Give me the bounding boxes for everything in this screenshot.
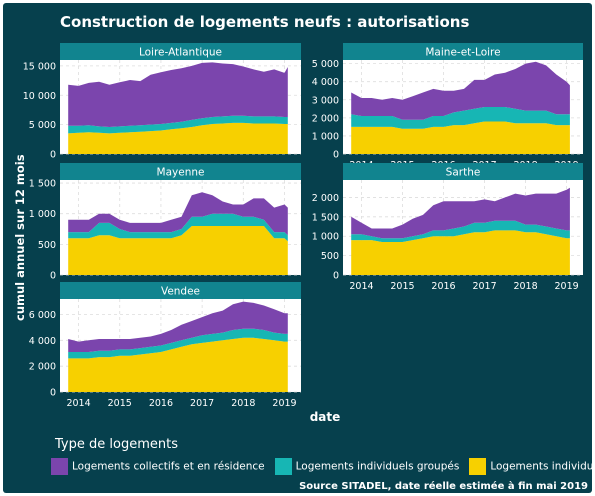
legend-title: Type de logements [55, 437, 178, 452]
strip-label-loire-atlantique: Loire-Atlantique [139, 47, 222, 59]
panel-loire-atlantique: Loire-Atlantique 0 5 000 10 000 15 000 [23, 43, 301, 161]
x-tick-label: 2015 [390, 281, 414, 292]
x-tick-label: 2019 [272, 398, 296, 409]
y-tick-label: 0 [333, 271, 339, 282]
strip-mayenne [60, 163, 301, 180]
y-tick-label: 5 000 [312, 59, 339, 70]
x-tick-label: 2017 [472, 281, 496, 292]
y-tick-label: 1 000 [312, 232, 339, 243]
strip-label-vendee: Vendee [161, 286, 200, 298]
strip-maine-et-loire [343, 43, 583, 60]
x-tick-label: 2018 [513, 281, 537, 292]
legend-swatch-groupes [274, 458, 292, 475]
y-tick-label: 3 000 [312, 95, 339, 106]
legend-label-groupes: Logements individuels groupés [295, 460, 460, 473]
y-tick-label: 0 [50, 388, 56, 399]
legend-item-collectifs: Logements collectifs et en résidence [51, 458, 265, 475]
strip-label-mayenne: Mayenne [157, 167, 205, 179]
y-tick-label: 0 [333, 150, 339, 161]
legend-label-collectifs: Logements collectifs et en résidence [72, 460, 265, 473]
facet-plot: Loire-Atlantique 0 5 000 10 000 15 000 Maine-… [23, 43, 583, 424]
strip-label-sarthe: Sarthe [446, 167, 481, 179]
y-tick-label: 5 000 [29, 120, 56, 131]
y-tick-label: 1 500 [312, 212, 339, 223]
strip-sarthe [343, 163, 583, 180]
x-tick-label: 2015 [108, 398, 132, 409]
y-tick-label: 2 000 [312, 193, 339, 204]
chart-title: Construction de logements neufs : autori… [60, 13, 470, 31]
x-tick-label: 2019 [554, 281, 578, 292]
area-logements-individuels-purs [68, 122, 288, 154]
area-logements-individuels-purs [351, 121, 570, 154]
chart-frame: Construction de logements neufs : autori… [3, 3, 592, 493]
x-tick-label: 2014 [349, 281, 373, 292]
x-axis-label: date [310, 410, 341, 424]
area-logements-collectifs-et-en-r-sidence [351, 61, 570, 120]
x-tick-label: 2016 [431, 281, 455, 292]
area-logements-collectifs-et-en-r-sidence [68, 192, 288, 236]
panel-mayenne: Mayenne 0 500 1 000 1 500 [29, 163, 301, 282]
legend: Logements collectifs et en résidence Loge… [51, 456, 592, 475]
area-logements-individuels-purs [68, 226, 288, 275]
y-tick-label: 1 000 [29, 209, 56, 220]
area-logements-collectifs-et-en-r-sidence [351, 187, 570, 239]
strip-loire-atlantique [60, 43, 301, 60]
area-logements-collectifs-et-en-r-sidence [68, 301, 288, 352]
panel-sarthe: Sarthe 0 500 1 000 1 500 2 000 2014 2015 2016 201… [312, 163, 583, 292]
area-logements-individuels-group-s [68, 115, 288, 134]
strip-vendee [60, 282, 301, 299]
area-logements-individuels-purs [68, 337, 288, 392]
y-tick-label: 4 000 [312, 77, 339, 88]
y-tick-label: 4 000 [29, 336, 56, 347]
y-tick-label: 500 [321, 251, 339, 262]
y-tick-label: 15 000 [23, 61, 56, 72]
x-tick-label: 2018 [231, 398, 255, 409]
y-tick-label: 2 000 [29, 362, 56, 373]
x-tick-label: 2016 [149, 398, 173, 409]
panel-maine-et-loire: Maine-et-Loire 0 1 000 2 000 3 000 4 000 5 000… [312, 43, 583, 171]
y-tick-label: 0 [50, 150, 56, 161]
area-logements-individuels-group-s [68, 328, 288, 359]
legend-item-groupes: Logements individuels groupés [274, 458, 460, 475]
y-tick-label: 2 000 [312, 113, 339, 124]
legend-swatch-purs [469, 458, 487, 475]
x-tick-label: 2017 [190, 398, 214, 409]
area-logements-individuels-purs [351, 230, 570, 275]
legend-item-purs: Logements individuels purs [469, 458, 592, 475]
y-tick-label: 10 000 [23, 91, 56, 102]
y-tick-label: 1 000 [312, 131, 339, 142]
y-tick-label: 500 [38, 240, 56, 251]
y-tick-label: 1 500 [29, 179, 56, 190]
legend-swatch-collectifs [51, 458, 68, 475]
source-note: Source SITADEL, date réelle estimée à fi… [299, 481, 588, 492]
y-tick-label: 0 [50, 271, 56, 282]
y-tick-label: 6 000 [29, 310, 56, 321]
area-logements-individuels-group-s [351, 107, 570, 129]
area-logements-collectifs-et-en-r-sidence [68, 62, 288, 127]
area-logements-individuels-group-s [68, 213, 288, 242]
strip-label-maine-et-loire: Maine-et-Loire [425, 47, 500, 59]
area-logements-individuels-group-s [351, 220, 570, 242]
x-tick-label: 2014 [66, 398, 90, 409]
panel-vendee: Vendee 0 2 000 4 000 6 000 2014 2015 2016 2017 20… [29, 282, 301, 409]
legend-label-purs: Logements individuels purs [490, 460, 592, 473]
